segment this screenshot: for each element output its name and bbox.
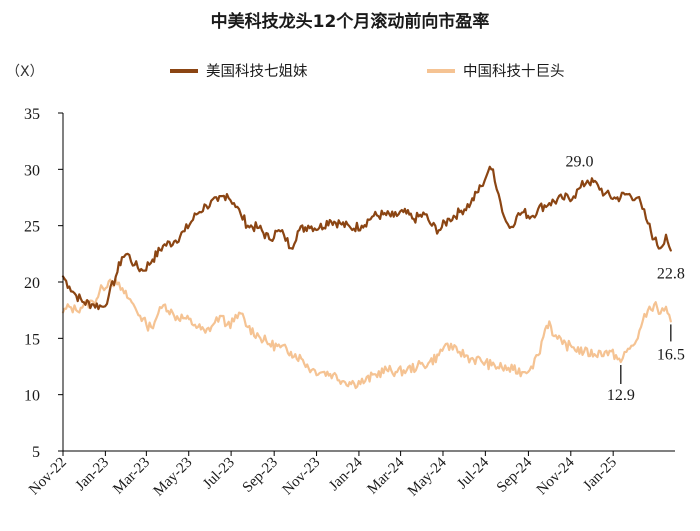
x-tick-label: Jul-23 [200, 455, 238, 493]
y-tick-label: 5 [32, 444, 40, 461]
annotation-label: 12.9 [607, 387, 635, 404]
x-tick-label: Nov-24 [534, 454, 578, 498]
x-tick-label: Sep-24 [494, 454, 536, 496]
y-tick-label: 30 [24, 162, 40, 179]
x-tick-label: Mar-23 [110, 455, 153, 498]
legend-label-cn: 中国科技十巨头 [463, 63, 565, 80]
annotations: 29.0 22.8 12.9 16.5 [565, 154, 684, 404]
x-tick-label: Jan-23 [73, 455, 113, 495]
x-tick-label: May-23 [151, 455, 196, 500]
chart-title: 中美科技龙头12个月滚动前向市盈率 [211, 11, 490, 32]
annotation-label: 22.8 [657, 265, 685, 282]
x-tick-label: Nov-22 [26, 455, 70, 499]
legend: 美国科技七姐妹 中国科技十巨头 [170, 63, 565, 80]
y-tick-label: 35 [24, 106, 40, 123]
x-tick-label: Jul-24 [454, 454, 492, 492]
y-unit-label: （X） [6, 64, 44, 80]
x-tick-label: May-24 [405, 454, 450, 499]
y-tick-label: 10 [24, 388, 40, 405]
series-line-us [61, 165, 672, 311]
plot-lines [61, 165, 672, 390]
x-tick-label: Jan-24 [326, 454, 366, 494]
x-tick-label: Sep-23 [240, 455, 281, 496]
y-axis-ticks: 5 10 15 20 25 30 35 [24, 106, 63, 461]
y-tick-label: 20 [24, 275, 40, 292]
x-tick-label: Jan-25 [580, 455, 620, 495]
x-tick-label: Nov-23 [280, 455, 324, 499]
annotation-label: 29.0 [565, 154, 593, 171]
y-tick-label: 15 [24, 331, 40, 348]
series-line-cn [61, 277, 672, 390]
y-tick-label: 25 [24, 219, 40, 236]
legend-label-us: 美国科技七姐妹 [206, 63, 308, 80]
x-tick-label: Mar-24 [365, 454, 408, 497]
annotation-label: 16.5 [657, 346, 685, 363]
